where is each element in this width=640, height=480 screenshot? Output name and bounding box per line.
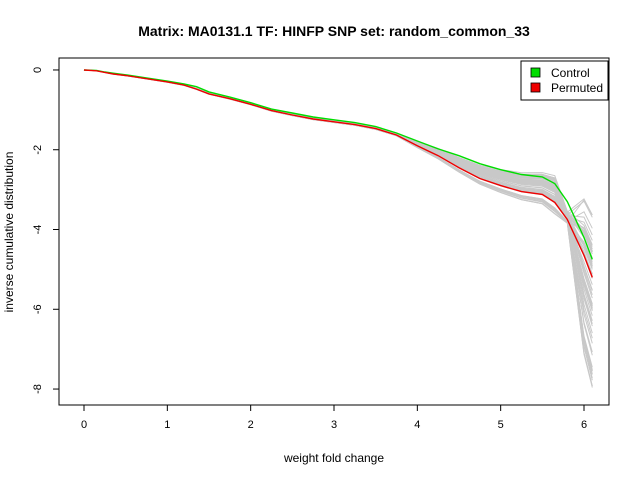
legend-box xyxy=(520,60,609,101)
plot-area xyxy=(83,69,593,388)
x-tick-label: 2 xyxy=(248,419,254,431)
y-tick-label: -6 xyxy=(32,304,44,314)
legend: Control Permuted xyxy=(520,60,609,101)
x-tick-label: 5 xyxy=(498,419,504,431)
legend-label-permuted: Permuted xyxy=(551,81,603,95)
x-tick-label: 1 xyxy=(164,419,170,431)
y-tick-label: 0 xyxy=(32,67,44,73)
legend-swatch-permuted xyxy=(530,82,541,93)
x-tick-label: 6 xyxy=(581,419,587,431)
y-tick-label: -8 xyxy=(32,384,44,394)
series-line-permuted xyxy=(83,69,593,278)
x-axis-label: weight fold change xyxy=(283,451,384,465)
x-tick-label: 3 xyxy=(331,419,337,431)
axes: 0 1 2 3 4 5 6 0 -2 -4 -6 -8 xyxy=(32,57,610,431)
y-tick-label: -4 xyxy=(32,225,44,235)
y-tick-label: -2 xyxy=(32,145,44,155)
series-line-control xyxy=(83,69,593,260)
x-tick-label: 0 xyxy=(81,419,87,431)
legend-label-control: Control xyxy=(551,66,590,80)
x-tick-label: 4 xyxy=(414,419,420,431)
y-axis-label: inverse cumulative distribution xyxy=(2,152,16,313)
chart-title: Matrix: MA0131.1 TF: HINFP SNP set: rand… xyxy=(138,23,530,39)
legend-swatch-control xyxy=(530,67,541,78)
